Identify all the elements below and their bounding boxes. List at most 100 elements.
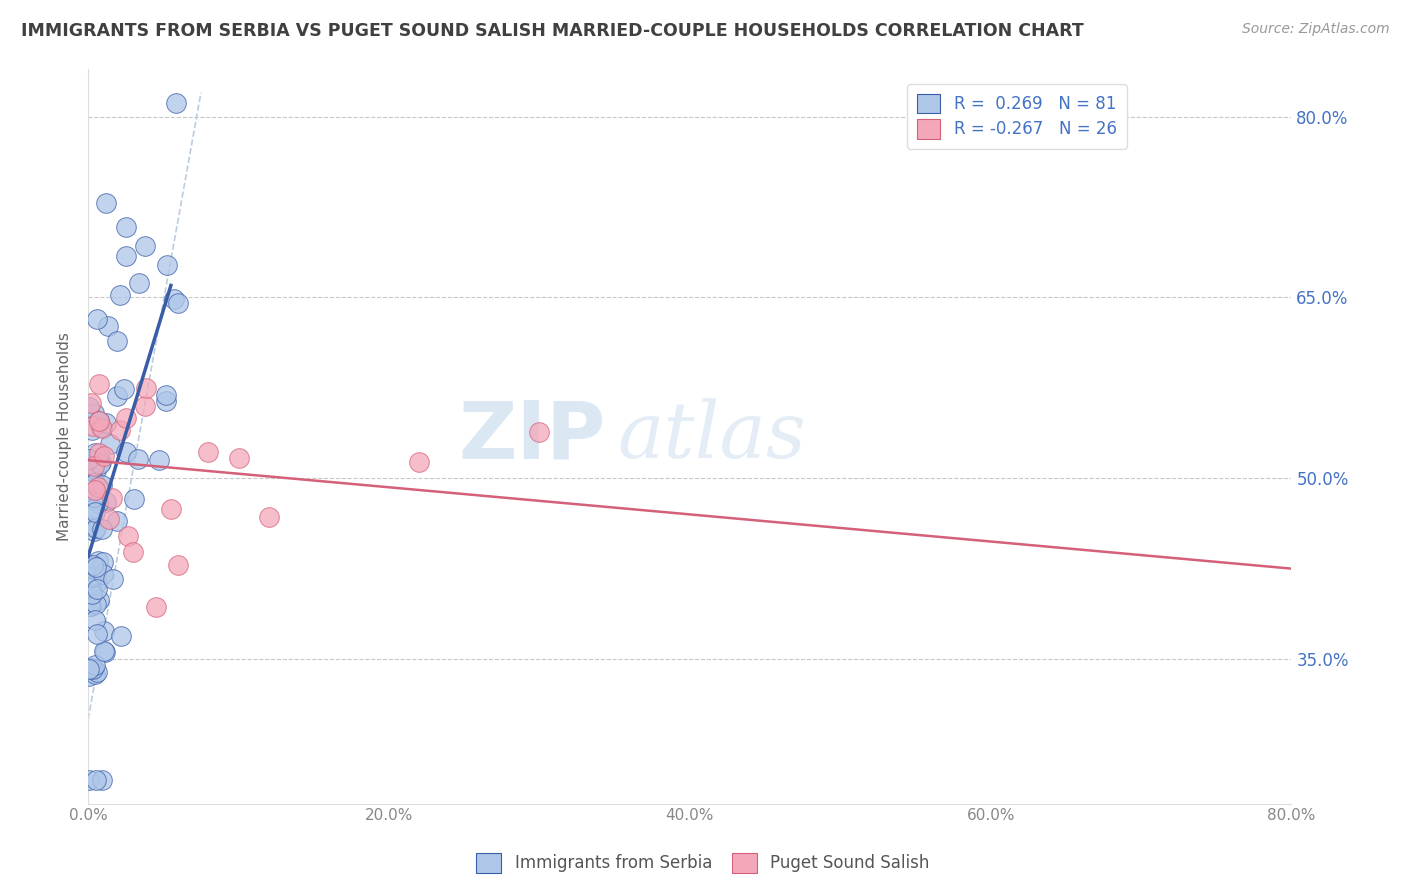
Point [105,389,128,403]
Point [83,505,105,519]
Point [80,464,103,478]
Point [105,334,128,348]
Point [83,406,105,420]
Point [90,772,112,787]
Point [84,483,107,498]
Point [408,455,430,469]
Point [165,95,187,110]
Point [163,292,186,306]
Point [90,421,112,435]
Point [87,496,110,510]
Point [93,644,115,658]
Point [228,451,250,466]
Text: IMMIGRANTS FROM SERBIA VS PUGET SOUND SALISH MARRIED-COUPLE HOUSEHOLDS CORRELATI: IMMIGRANTS FROM SERBIA VS PUGET SOUND SA… [21,22,1084,40]
Point [94,645,117,659]
Point [79,452,101,467]
Legend: R =  0.269   N = 81, R = -0.267   N = 26: R = 0.269 N = 81, R = -0.267 N = 26 [907,84,1126,149]
Point [82,423,104,437]
Point [84,772,107,787]
Point [197,445,219,459]
Point [105,514,128,528]
Point [79,570,101,584]
Point [86,574,108,589]
Point [77,400,100,414]
Point [87,554,110,568]
Point [101,491,124,505]
Point [87,414,110,428]
Point [97,512,120,526]
Point [257,509,280,524]
Point [77,772,100,787]
Point [87,376,110,391]
Point [77,559,100,574]
Text: ZIP: ZIP [458,397,606,475]
Point [91,478,114,492]
Point [87,480,110,494]
Point [97,319,120,334]
Point [82,558,104,572]
Point [86,312,108,326]
Point [86,454,108,468]
Point [110,288,132,302]
Point [82,663,104,677]
Text: atlas: atlas [617,398,807,475]
Point [114,219,136,234]
Point [83,475,105,490]
Point [93,624,115,639]
Point [83,446,105,460]
Point [89,593,111,607]
Point [83,459,105,474]
Point [110,630,132,644]
Point [82,418,104,433]
Point [134,400,156,414]
Point [160,502,183,516]
Point [80,660,103,674]
Point [90,419,112,434]
Point [167,296,190,310]
Point [101,572,124,586]
Point [135,381,157,395]
Point [156,258,179,272]
Point [115,445,138,459]
Point [122,545,145,559]
Point [148,453,170,467]
Point [77,662,100,676]
Point [83,492,105,507]
Point [82,502,104,516]
Point [79,599,101,613]
Point [83,524,105,539]
Point [86,665,108,680]
Point [84,597,107,611]
Point [84,463,107,477]
Point [84,521,107,535]
Point [93,556,115,570]
Point [155,387,177,401]
Point [91,567,114,582]
Point [529,425,551,440]
Point [122,491,145,506]
Text: Source: ZipAtlas.com: Source: ZipAtlas.com [1241,22,1389,37]
Point [112,382,135,396]
Point [117,529,139,543]
Point [77,519,100,533]
Legend: Immigrants from Serbia, Puget Sound Salish: Immigrants from Serbia, Puget Sound Sali… [470,847,936,880]
Point [96,494,118,508]
Point [114,249,136,263]
Point [84,657,107,672]
Point [80,581,103,595]
Point [84,458,107,472]
Point [114,410,136,425]
Y-axis label: Married-couple Households: Married-couple Households [58,332,72,541]
Point [80,587,103,601]
Point [89,457,111,471]
Point [145,600,167,615]
Point [80,396,103,410]
Point [86,582,108,596]
Point [77,669,100,683]
Point [167,558,190,572]
Point [134,239,156,253]
Point [128,276,150,290]
Point [83,490,105,504]
Point [94,416,117,430]
Point [98,436,121,450]
